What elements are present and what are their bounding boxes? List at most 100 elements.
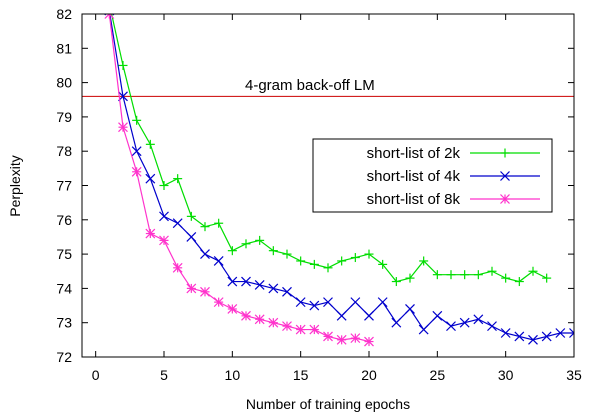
series-0-point [501,273,511,283]
y-tick-label: 81 [56,40,72,56]
series-1-point [200,249,210,260]
series-1-point [555,328,566,338]
series-0-point [528,266,538,276]
y-tick-label: 79 [56,109,72,125]
y-tick-label: 73 [56,315,72,331]
legend-label-4k: short-list of 4k [367,168,461,185]
series-0-point [296,256,306,266]
series-0-point [145,139,155,149]
series-1-point [364,310,374,321]
series-1-point [309,300,320,311]
series-1-point [459,317,470,328]
series-1-point [227,276,238,287]
series-0-point [391,277,401,287]
x-axis-label: Number of training epochs [246,396,410,412]
series-0-point [419,256,429,266]
series-1-point [159,211,169,222]
series-0-point [323,263,333,273]
series-2-point [268,317,279,328]
y-tick-label: 80 [56,75,72,91]
series-1-point [405,304,415,314]
series-0-point [309,259,319,269]
axis-layer: 0 5 10 15 20 25 30 35 72 73 74 75 76 77 78 79 80 81 82 [56,6,582,383]
series-1-point [145,173,156,184]
series-1-point [241,276,251,287]
legend-label-2k: short-list of 2k [367,145,461,162]
y-tick-label: 74 [56,280,72,296]
series-0-point [364,249,374,259]
series-0-point [350,253,360,263]
y-tick-label: 82 [56,6,72,22]
x-tick-label: 10 [225,367,241,383]
series-1-point [186,232,197,242]
series-2-point [254,314,265,325]
legend-label-8k: short-list of 8k [367,191,461,208]
series-0-point [473,270,483,280]
series-2-point [282,321,292,332]
series-0-point [227,246,237,256]
x-tick-label: 35 [566,367,582,383]
series-2-point [200,286,210,297]
series-0-point [105,0,114,8]
series-0-point [405,273,415,283]
series-2-point [186,283,197,294]
series-2-point [336,334,347,345]
x-tick-label: 20 [361,367,377,383]
legend-marker-2 [500,194,510,204]
series-1-point [528,334,538,345]
series-2-point [364,336,374,347]
series-0-point [200,222,210,232]
series-2-point [350,333,361,344]
series-1-point [295,297,306,308]
legend-samples [470,148,540,204]
series-0-point [118,60,128,70]
series-1-point [282,286,292,297]
series-1-point [514,331,525,342]
series-0-point [460,270,470,280]
legend-marker-1 [500,171,510,181]
legend-marker-0 [500,148,510,158]
series-0-point [432,270,442,280]
series-2-point [227,304,238,314]
series-1-point [268,283,279,294]
y-tick-label: 78 [56,143,72,159]
series-2-point [295,324,306,335]
legend: short-list of 2k short-list of 4k short-… [312,138,553,213]
series-2-point [323,331,333,342]
plot-frame [81,13,575,358]
x-tick-label: 0 [92,367,100,383]
series-0-point [487,266,497,276]
series-1-point [336,310,347,321]
series-0-point [514,277,524,287]
series-0-point [337,256,347,266]
x-tick-label: 15 [293,367,309,383]
series-1-point [377,297,388,308]
series-layer [104,0,574,347]
series-2-point [213,297,224,308]
x-tick-label: 5 [160,367,168,383]
y-tick-label: 72 [56,349,72,365]
series-1-point [172,218,183,229]
series-1-point [254,280,265,290]
series-2-point [172,262,183,273]
y-tick-label: 76 [56,212,72,228]
series-0-point [282,249,292,259]
series-0-point [446,270,456,280]
series-1-point [446,321,456,332]
series-2-point [131,166,142,177]
series-1-point [569,328,574,338]
series-1-point [500,328,511,338]
series-0-point [132,115,142,125]
series-1-point [323,297,333,308]
series-0-point [159,181,169,190]
series-2-point [241,310,251,321]
series-1-point [432,310,443,321]
series-0-point [542,273,552,283]
x-tick-label: 30 [498,367,514,383]
series-1-point [213,256,224,266]
series-0-point [173,174,183,184]
series-1-point [418,324,429,335]
reference-line-label: 4-gram back-off LM [245,77,375,94]
series-1-point [541,331,552,342]
